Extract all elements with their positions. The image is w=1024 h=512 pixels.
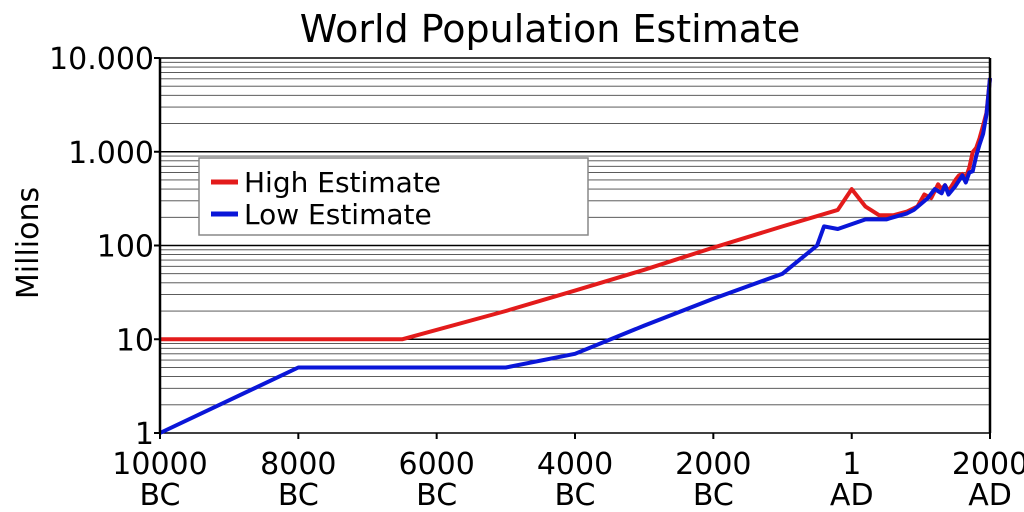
y-axis-ticks: 1 10 100 1.000 10.000 <box>49 42 160 452</box>
y-tick-label: 10.000 <box>49 42 154 77</box>
chart-title: World Population Estimate <box>300 7 801 51</box>
y-axis-label: Millions <box>11 187 46 299</box>
x-tick-era-label: AD <box>968 478 1012 512</box>
x-tick-label: 10000 <box>112 447 207 482</box>
legend-label: Low Estimate <box>244 198 432 231</box>
x-tick-label: 8000 <box>260 447 336 482</box>
legend-label: High Estimate <box>244 166 441 199</box>
x-tick-era-label: BC <box>278 478 319 512</box>
x-tick-label: 6000 <box>398 447 474 482</box>
grid-lines <box>160 57 990 434</box>
x-tick-label: 2000 <box>952 447 1024 482</box>
x-tick-era-label: BC <box>416 478 457 512</box>
y-tick-label: 1 <box>135 417 154 452</box>
x-tick-label: 1 <box>842 447 861 482</box>
x-tick-era-label: BC <box>554 478 595 512</box>
legend-box <box>198 157 589 236</box>
series-line-high-estimate <box>160 77 992 342</box>
x-tick-label: 4000 <box>537 447 613 482</box>
y-tick-label: 1.000 <box>68 136 154 171</box>
y-tick-label: 10 <box>116 323 154 358</box>
series-line-low-estimate <box>159 77 992 435</box>
y-tick-label: 100 <box>97 230 154 265</box>
x-tick-era-label: AD <box>830 478 874 512</box>
x-tick-era-label: BC <box>693 478 734 512</box>
x-tick-label: 2000 <box>675 447 751 482</box>
x-tick-era-label: BC <box>139 478 180 512</box>
data-series <box>159 77 992 435</box>
